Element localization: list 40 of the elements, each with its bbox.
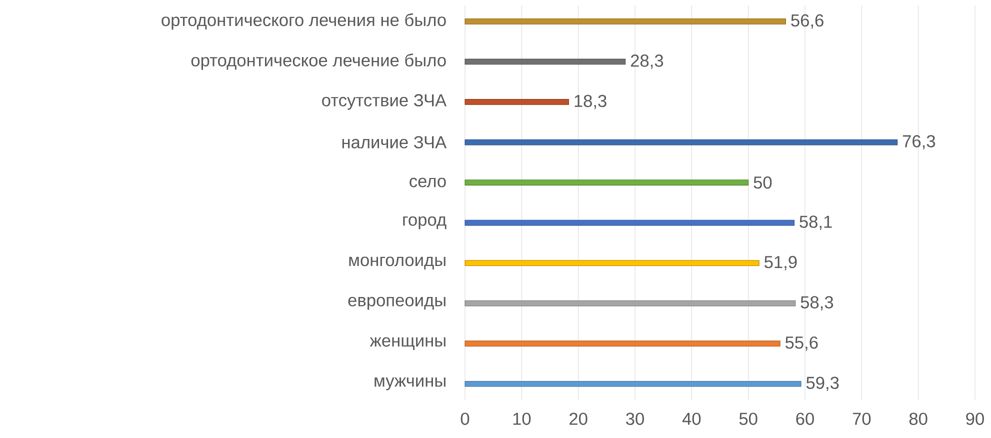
- bar: [464, 18, 786, 24]
- bar: [464, 300, 796, 306]
- y-tick-label: европеоиды: [348, 296, 446, 310]
- x-tick-label: 60: [796, 412, 814, 425]
- x-tick-label: 70: [852, 412, 871, 425]
- x-tick-label: 40: [682, 412, 701, 425]
- data-label: 55,6: [785, 336, 818, 351]
- bar: [464, 340, 780, 347]
- x-tick-label: 30: [626, 412, 644, 425]
- x-tick-label: 20: [570, 412, 588, 425]
- data-label: 51,9: [764, 256, 797, 270]
- x-tick-label: 90: [966, 412, 984, 425]
- bar: [464, 220, 794, 226]
- data-label: 28,3: [630, 54, 664, 69]
- x-tick-label: 80: [909, 412, 928, 425]
- bar: [464, 58, 626, 65]
- y-tick-label: село: [410, 178, 446, 188]
- data-label: 59,3: [806, 376, 839, 392]
- y-tick-label: женщины: [370, 337, 446, 350]
- bar: [464, 180, 749, 186]
- data-label: 76,3: [902, 135, 936, 150]
- y-tick-label: мужчины: [374, 378, 446, 390]
- y-tick-label: ортодонтического лечения не было: [162, 13, 446, 30]
- y-tick-label: отсутствие ЗЧА: [322, 94, 447, 110]
- data-label: 58,1: [800, 216, 832, 230]
- x-tick-label: 10: [513, 412, 531, 425]
- bar: [464, 139, 898, 146]
- x-tick-label: 0: [460, 412, 470, 425]
- bar: [464, 380, 802, 387]
- data-label: 18,3: [574, 94, 606, 110]
- data-label: 50: [754, 176, 772, 189]
- bar: [464, 260, 760, 266]
- bar: [464, 99, 569, 105]
- data-label: 58,3: [800, 296, 834, 310]
- y-tick-label: наличие ЗЧА: [342, 136, 447, 148]
- y-tick-label: монголоиды: [349, 256, 446, 270]
- y-tick-label: ортодонтическое лечение было: [191, 54, 446, 70]
- y-tick-label: город: [403, 216, 446, 230]
- data-label: 56,6: [791, 14, 824, 29]
- x-tick-label: 50: [739, 412, 758, 425]
